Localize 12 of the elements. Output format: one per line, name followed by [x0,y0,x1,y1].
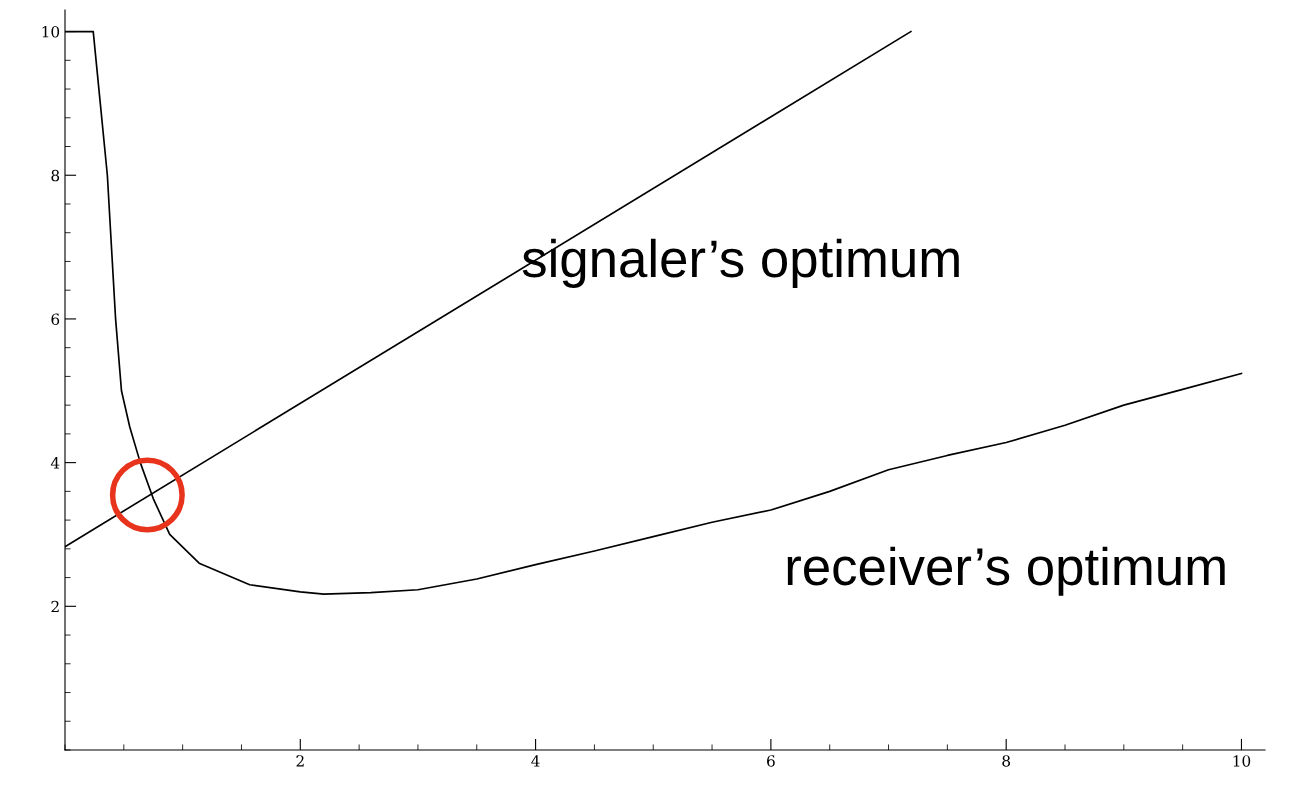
y-tick-label: 6 [51,313,60,325]
x-tick-label: 8 [1002,755,1011,767]
x-tick-label: 6 [767,755,775,767]
y-tick-label: 10 [42,26,60,38]
y-tick-label: 4 [50,457,60,469]
x-tick-label: 4 [531,755,540,767]
x-tick-label: 2 [296,755,304,767]
series-label: signaler’s optimum [522,238,959,288]
series-label: receiver’s optimum [787,546,1225,596]
x-tick-label: 10 [1233,755,1251,767]
y-tick-label: 2 [51,600,59,613]
y-tick-label: 8 [51,169,60,182]
